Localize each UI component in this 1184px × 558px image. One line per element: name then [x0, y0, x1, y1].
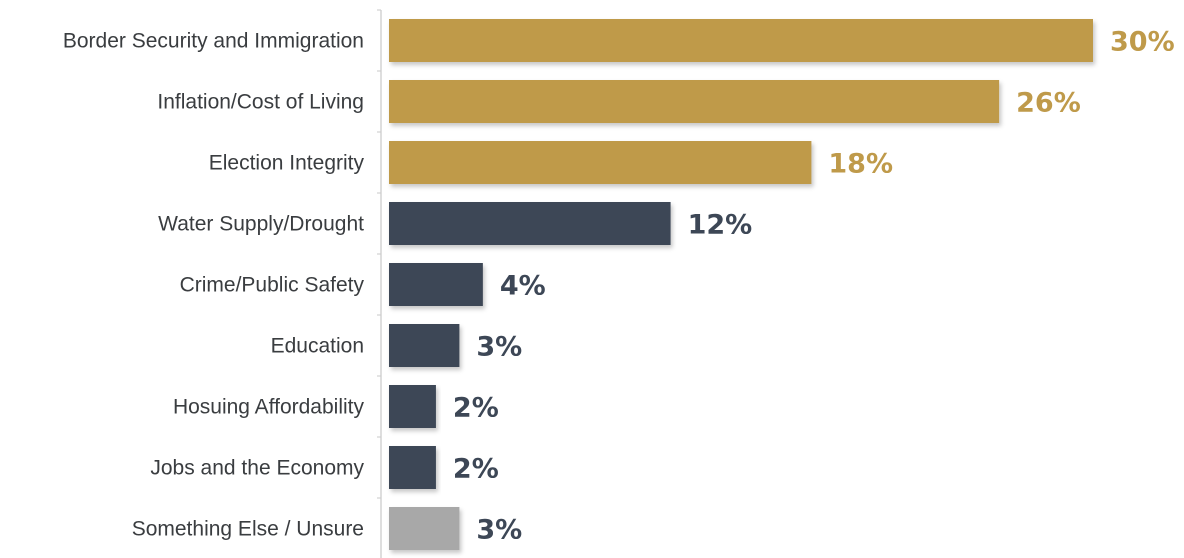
- value-label: 26%: [1016, 88, 1081, 119]
- value-label: 12%: [688, 210, 753, 241]
- value-label: 3%: [476, 515, 522, 546]
- category-label: Something Else / Unsure: [132, 518, 364, 541]
- bar: [389, 324, 460, 367]
- value-label: 30%: [1110, 27, 1175, 58]
- bar: [389, 141, 812, 184]
- category-label: Hosuing Affordability: [173, 396, 365, 419]
- bar: [389, 19, 1093, 62]
- category-labels: Border Security and Immigration Inflation…: [63, 30, 365, 541]
- bar: [389, 202, 671, 245]
- bar: [389, 263, 483, 306]
- bar: [389, 446, 436, 489]
- category-label: Education: [271, 335, 364, 358]
- bar: [389, 80, 1000, 123]
- value-label: 2%: [453, 454, 499, 485]
- bar: [389, 507, 460, 550]
- category-label: Election Integrity: [209, 152, 365, 175]
- category-label: Border Security and Immigration: [63, 30, 364, 53]
- category-label: Crime/Public Safety: [180, 274, 365, 297]
- value-label: 3%: [476, 332, 522, 363]
- value-label: 18%: [828, 149, 893, 180]
- value-label: 4%: [500, 271, 546, 302]
- y-axis: [377, 9, 382, 558]
- category-label: Jobs and the Economy: [150, 457, 364, 480]
- bar: [389, 385, 436, 428]
- category-label: Water Supply/Drought: [158, 213, 364, 236]
- category-label: Inflation/Cost of Living: [157, 91, 364, 114]
- bars: [389, 19, 1093, 550]
- value-labels: 30% 26% 18% 12% 4% 3% 2% 2% 3%: [453, 27, 1175, 546]
- value-label: 2%: [453, 393, 499, 424]
